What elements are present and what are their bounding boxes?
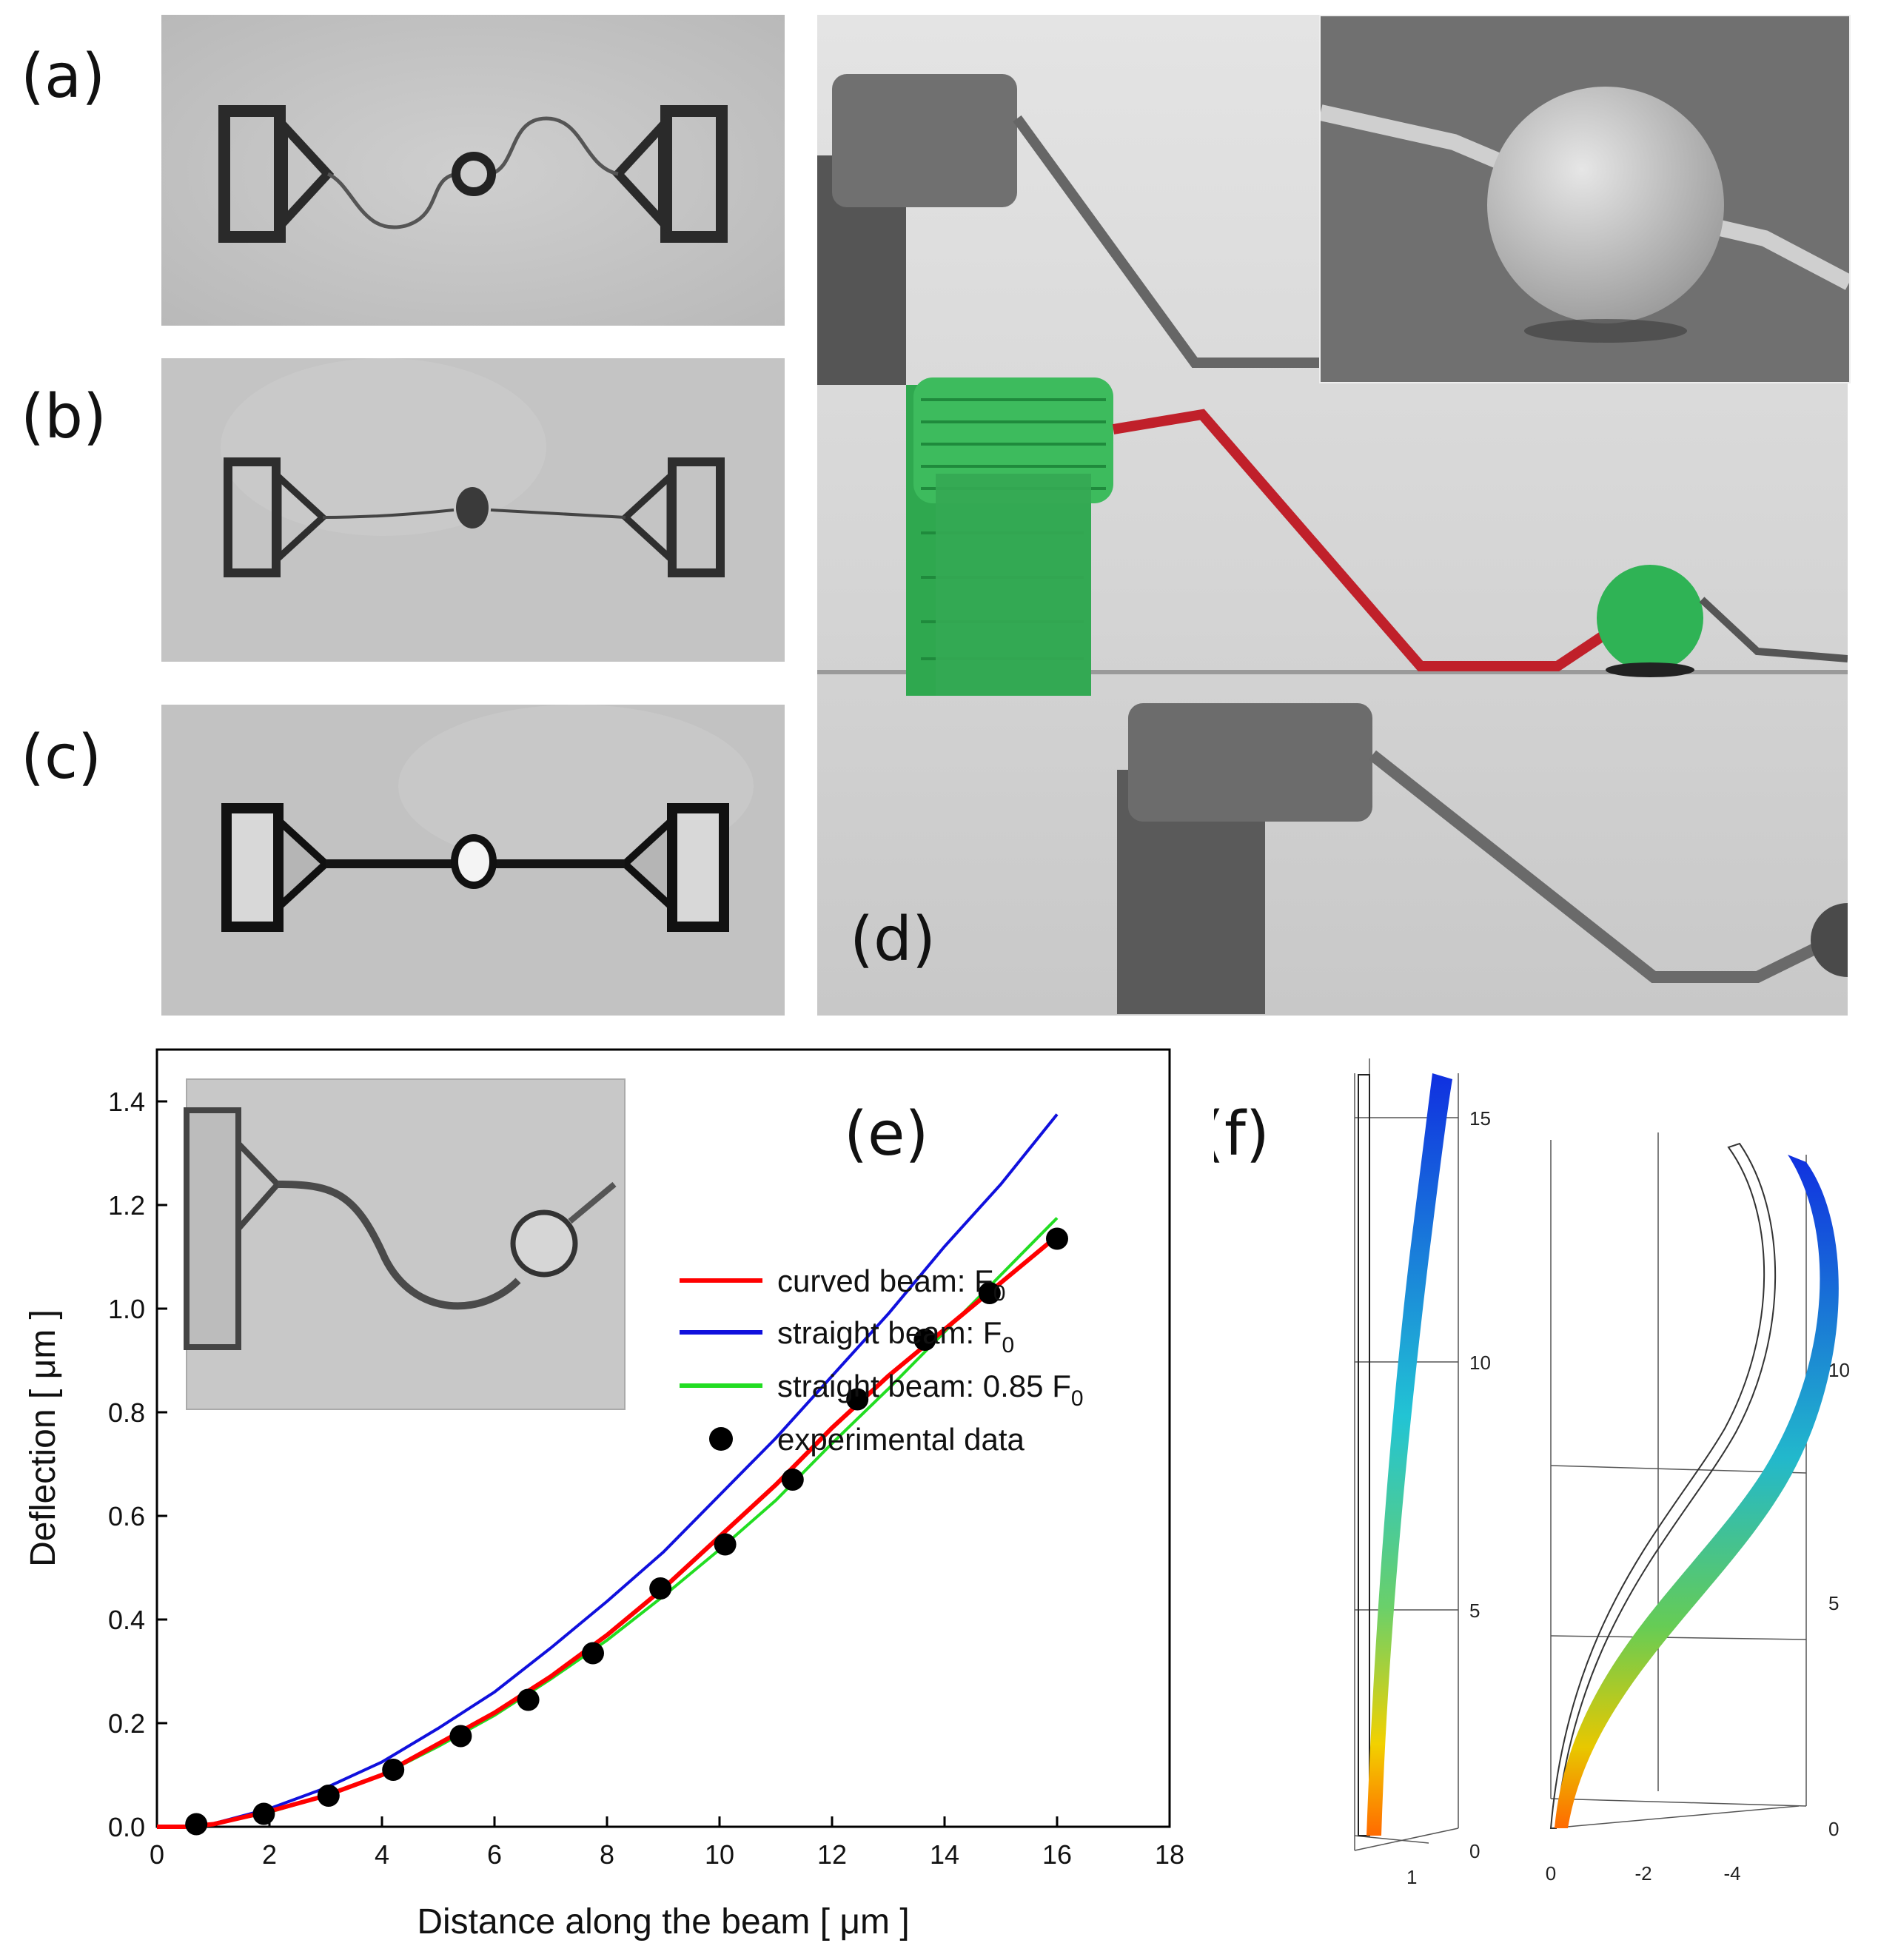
axis-ticks: 0 2 4 6 8 10 12 14 16 18 0.0 0.2 0.4 0.6 0.8 1.0 1.2 1.4 (108, 1087, 1184, 1870)
x-tick-label: 10 (705, 1839, 734, 1870)
legend-label-text: experimental data (777, 1422, 1025, 1457)
f-right-bottom-tick: -4 (1723, 1862, 1740, 1885)
y-tick-label: 0.8 (108, 1397, 145, 1428)
series-group (157, 1113, 1068, 1836)
data-point (714, 1533, 737, 1556)
f-left-tick: 5 (1469, 1600, 1480, 1622)
f-right-bottom-tick: -2 (1634, 1862, 1651, 1885)
left-axis-ticks: 0 5 10 15 1 (1406, 1107, 1491, 1888)
data-point (317, 1785, 340, 1807)
data-point (846, 1388, 869, 1411)
y-tick-label: 0.6 (108, 1501, 145, 1531)
data-point (582, 1642, 604, 1665)
y-tick-label: 0.4 (108, 1605, 145, 1635)
legend-label-subscript: 0 (1002, 1333, 1014, 1357)
legend-label-0: curved beam: F0 (777, 1263, 1005, 1306)
right-axis-ticks: 0 5 10 0 -2 -4 (1546, 1359, 1850, 1885)
data-point (649, 1577, 672, 1600)
panel-label-d: (d) (850, 905, 936, 975)
legend-label-2: straight beam: 0.85 F0 (777, 1369, 1084, 1411)
legend-label-subscript: 0 (993, 1281, 1006, 1306)
x-tick-label: 12 (817, 1839, 847, 1870)
data-point (185, 1813, 208, 1836)
f-right-tick: 5 (1828, 1592, 1839, 1614)
data-point (1046, 1227, 1068, 1250)
legend-label-1: straight beam: F0 (777, 1315, 1014, 1357)
panel-label-b: (b) (21, 382, 107, 452)
micrograph-a (161, 15, 785, 326)
x-tick-label: 4 (375, 1839, 389, 1870)
legend-label-text: straight beam: 0.85 F (777, 1369, 1071, 1403)
sem-inset-sphere (1319, 15, 1851, 383)
y-tick-label: 0.0 (108, 1812, 145, 1842)
data-point (913, 1329, 936, 1351)
panel-label-f: (f) (1214, 1099, 1270, 1169)
x-tick-label: 6 (487, 1839, 502, 1870)
right-beam (1555, 1155, 1839, 1828)
legend-label-3: experimental data (777, 1422, 1025, 1457)
inset-micrograph (184, 1078, 626, 1410)
micrograph-b (161, 358, 785, 662)
data-point (978, 1282, 1001, 1304)
x-tick-label: 8 (600, 1839, 614, 1870)
legend-swatch-3 (709, 1427, 733, 1451)
data-point (517, 1688, 540, 1711)
data-point (449, 1725, 472, 1748)
x-tick-label: 18 (1155, 1839, 1184, 1870)
chart-e: 0 2 4 6 8 10 12 14 16 180.00.20.40.60.81.01.21.4 … (24, 1048, 1184, 1941)
data-point (382, 1759, 405, 1781)
panel-label-c: (c) (21, 722, 102, 793)
x-tick-label: 14 (930, 1839, 959, 1870)
f-left-bottom-tick: 1 (1406, 1866, 1417, 1888)
panel-label-a: (a) (21, 41, 106, 112)
y-tick-label: 1.2 (108, 1190, 145, 1221)
right-wireframe (1550, 1132, 1807, 1829)
f-right-tick: 10 (1828, 1359, 1850, 1381)
data-point (252, 1802, 275, 1825)
x-axis-label: Distance along the beam [ μm ] (417, 1902, 909, 1941)
panel-label-e: (e) (844, 1099, 928, 1169)
f-right-tick: 0 (1828, 1818, 1839, 1840)
data-point (781, 1469, 804, 1491)
legend-label-text: straight beam: F (777, 1315, 1002, 1350)
legend-label-text: curved beam: F (777, 1263, 993, 1298)
y-tick-label: 0.2 (108, 1708, 145, 1739)
f-left-tick: 10 (1469, 1352, 1491, 1374)
y-tick-label: 1.0 (108, 1294, 145, 1324)
x-tick-label: 2 (262, 1839, 277, 1870)
f-left-tick: 15 (1469, 1107, 1491, 1130)
legend-label-subscript: 0 (1071, 1386, 1084, 1411)
y-axis-label: Deflection [ μm ] (24, 1309, 63, 1567)
micrograph-c (161, 705, 785, 1016)
f-left-tick: 0 (1469, 1840, 1480, 1862)
x-tick-label: 0 (150, 1839, 164, 1870)
f-right-bottom-tick: 0 (1546, 1862, 1556, 1885)
x-tick-label: 16 (1042, 1839, 1072, 1870)
left-beam (1367, 1073, 1452, 1836)
y-tick-label: 1.4 (108, 1087, 145, 1117)
